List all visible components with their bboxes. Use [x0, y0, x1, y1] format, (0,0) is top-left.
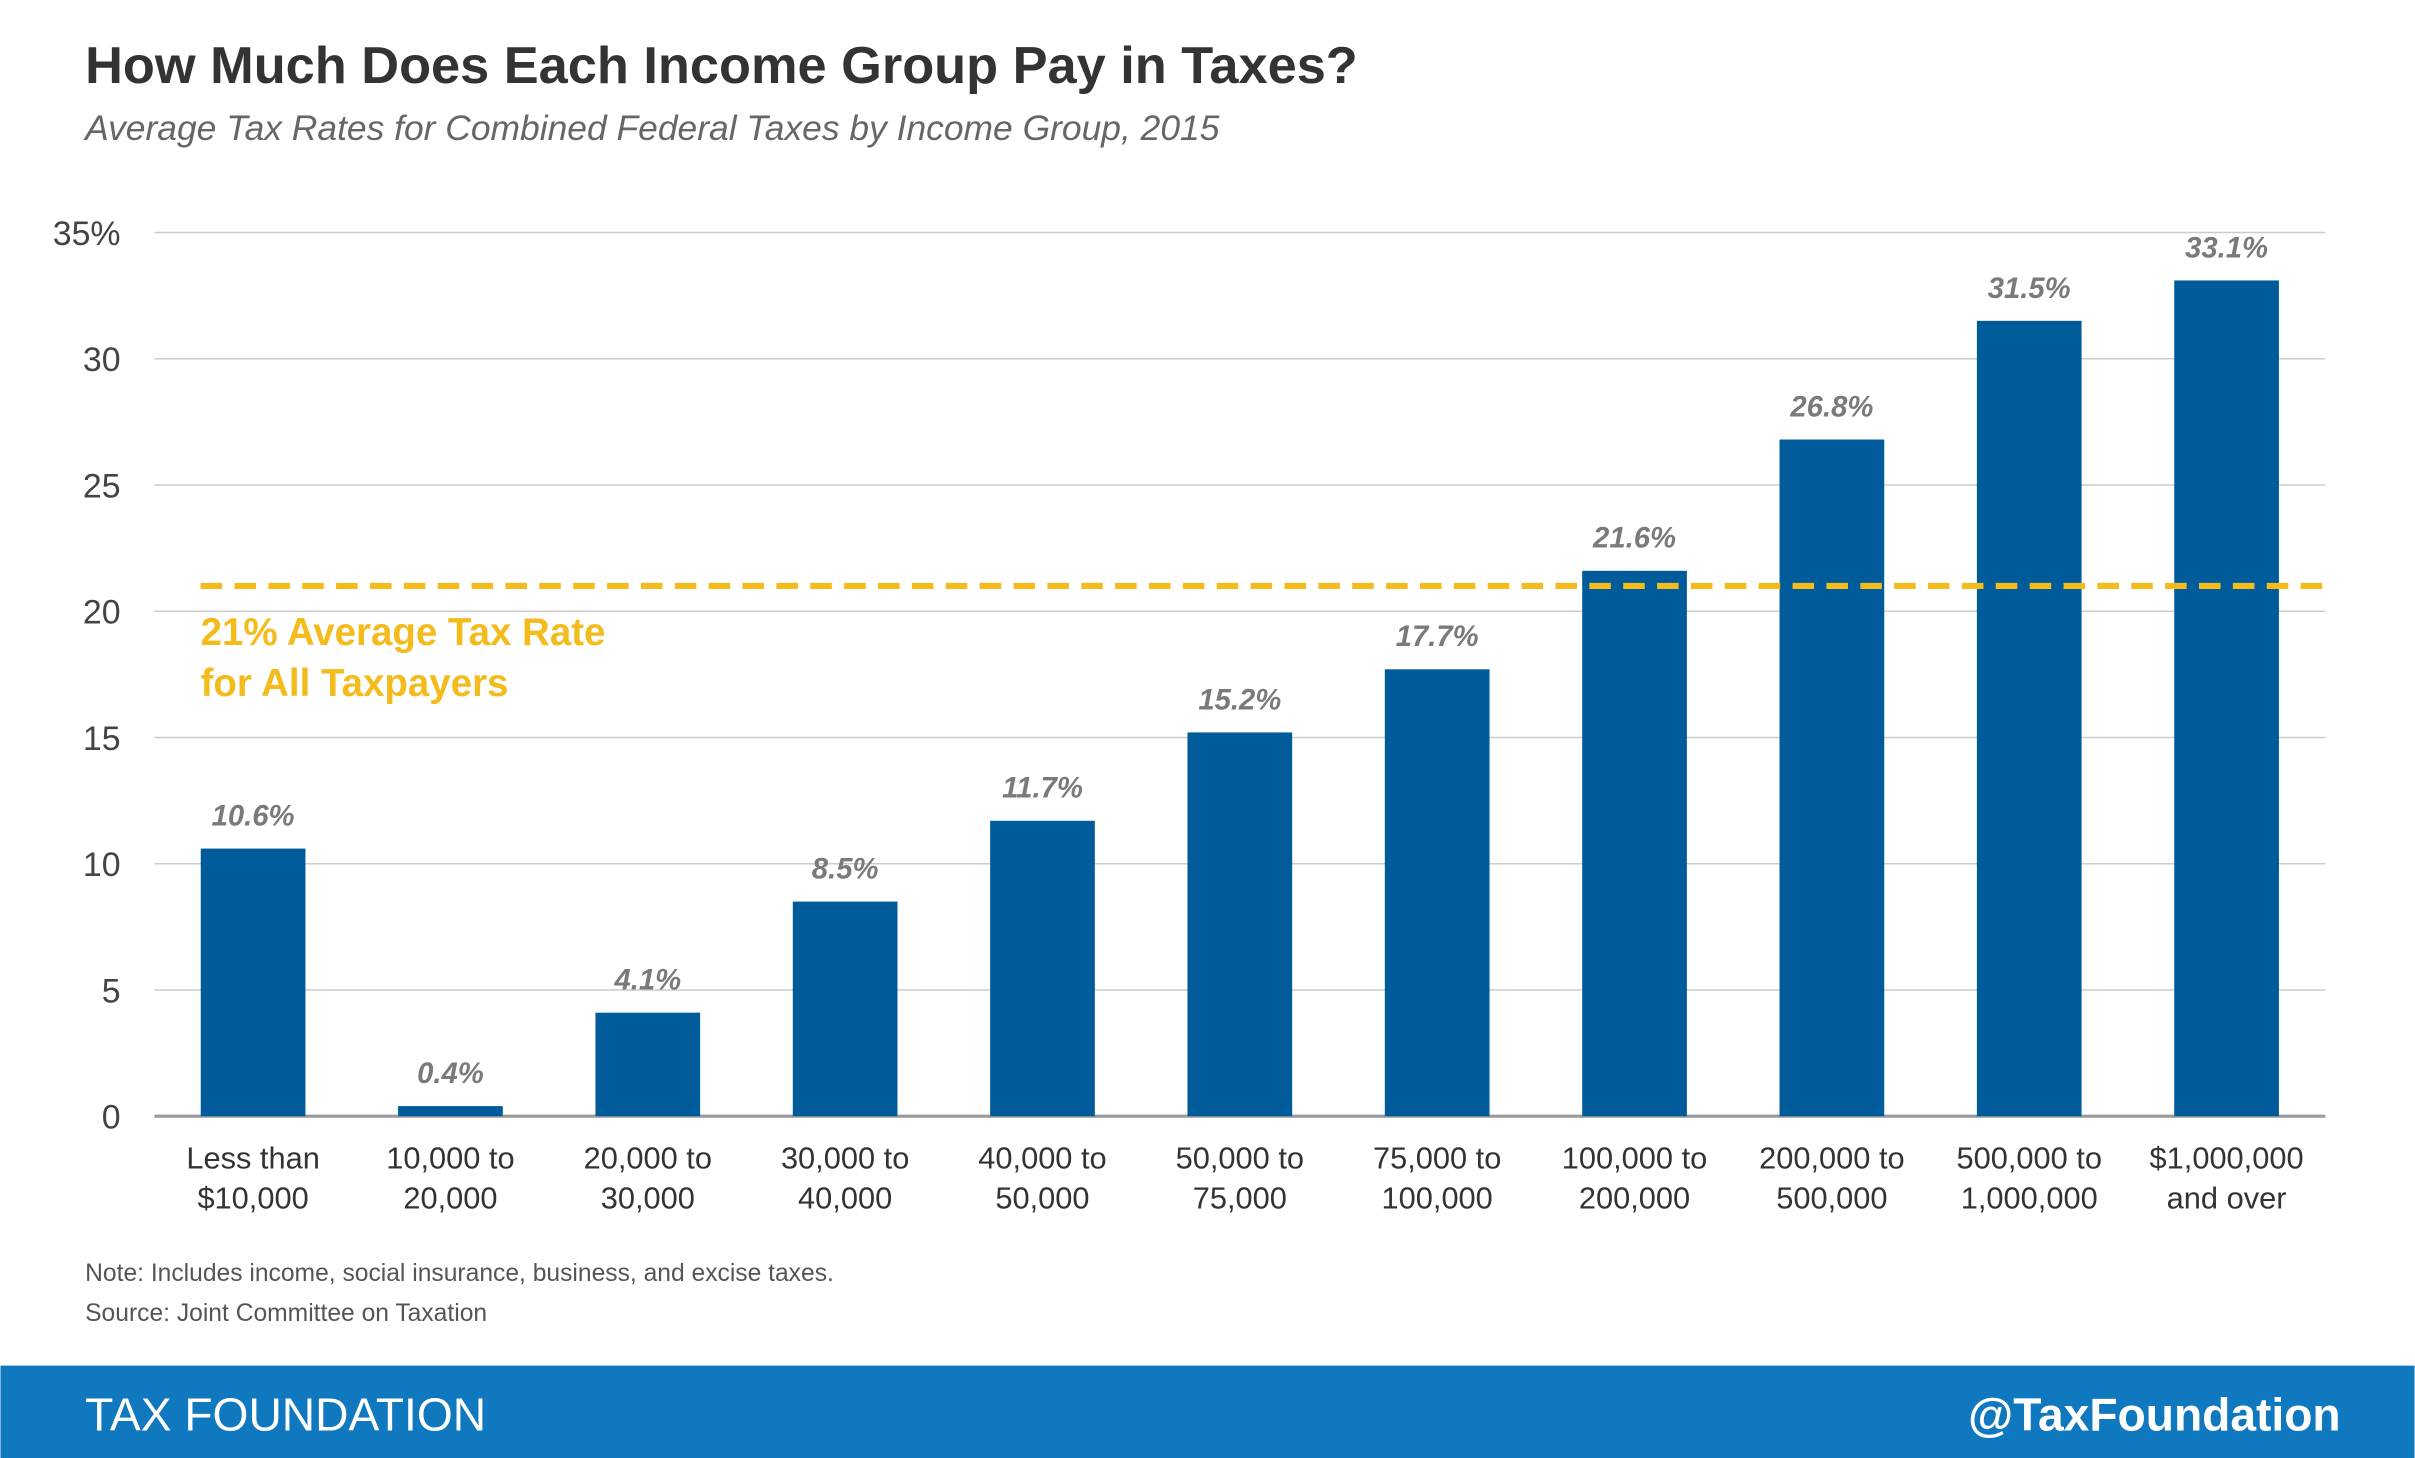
x-tick-label: 40,000: [798, 1181, 892, 1216]
bar: [792, 901, 898, 1117]
bar: [1779, 439, 1885, 1117]
value-label: 4.1%: [613, 965, 681, 997]
x-tick-label: 20,000: [403, 1181, 497, 1216]
y-tick-label: 10: [83, 846, 121, 884]
reference-label: 21% Average Tax Rate: [201, 611, 606, 654]
x-tick-label: 1,000,000: [1961, 1181, 2098, 1216]
x-tick-label: 30,000 to: [781, 1141, 909, 1176]
bar: [1187, 732, 1293, 1117]
y-tick-label: 0: [102, 1099, 121, 1137]
y-tick-label: 20: [83, 594, 121, 632]
chart-title: How Much Does Each Income Group Pay in T…: [85, 37, 1358, 95]
value-label: 10.6%: [212, 800, 295, 832]
x-tick-label: 10,000 to: [386, 1141, 514, 1176]
x-tick-label: 100,000 to: [1562, 1141, 1708, 1176]
value-label: 8.5%: [812, 853, 879, 885]
value-label: 33.1%: [2185, 232, 2268, 264]
x-tick-label: and over: [2167, 1181, 2287, 1216]
x-tick-label: 200,000: [1579, 1181, 1690, 1216]
y-tick-label: 15: [83, 720, 121, 758]
x-tick-label: 40,000 to: [978, 1141, 1106, 1176]
bar: [2174, 280, 2279, 1117]
reference-label: for All Taxpayers: [201, 662, 509, 705]
value-label: 0.4%: [417, 1058, 484, 1090]
x-tick-label: 75,000: [1193, 1181, 1287, 1216]
value-label: 21.6%: [1592, 523, 1676, 555]
x-tick-label: 50,000: [995, 1181, 1089, 1216]
x-tick-label: 100,000: [1382, 1181, 1493, 1216]
footer-brand: TAX FOUNDATION: [85, 1388, 486, 1440]
bar: [990, 820, 1095, 1117]
value-label: 11.7%: [1002, 773, 1083, 805]
y-tick-label: 35%: [53, 215, 121, 253]
footer-handle: @TaxFoundation: [1968, 1388, 2340, 1440]
x-tick-label: 20,000 to: [584, 1141, 712, 1176]
y-tick-label: 5: [102, 972, 121, 1010]
value-label: 31.5%: [1988, 273, 2071, 305]
bar: [1582, 570, 1687, 1117]
x-tick-label: Less than: [186, 1141, 319, 1176]
x-tick-label: 500,000: [1776, 1181, 1887, 1216]
source: Source: Joint Committee on Taxation: [85, 1300, 487, 1327]
bar: [200, 848, 306, 1117]
x-tick-label: 50,000 to: [1176, 1141, 1304, 1176]
value-label: 17.7%: [1396, 621, 1479, 653]
y-tick-label: 25: [83, 467, 121, 505]
footer-banner: [0, 1365, 2415, 1458]
x-tick-label: $1,000,000: [2150, 1141, 2304, 1176]
bar: [1976, 320, 2082, 1117]
x-tick-label: 75,000 to: [1373, 1141, 1501, 1176]
x-tick-label: 500,000 to: [1956, 1141, 2102, 1176]
x-tick-label: 30,000: [601, 1181, 695, 1216]
x-tick-label: 200,000 to: [1759, 1141, 1905, 1176]
value-label: 26.8%: [1789, 391, 1873, 423]
y-tick-label: 30: [83, 341, 121, 379]
bar: [1384, 669, 1490, 1117]
note: Note: Includes income, social insurance,…: [85, 1260, 834, 1287]
bar: [595, 1012, 701, 1117]
bar: [398, 1106, 503, 1117]
value-label: 15.2%: [1198, 684, 1281, 716]
x-tick-label: $10,000: [197, 1181, 308, 1216]
chart-subtitle: Average Tax Rates for Combined Federal T…: [83, 108, 1220, 148]
